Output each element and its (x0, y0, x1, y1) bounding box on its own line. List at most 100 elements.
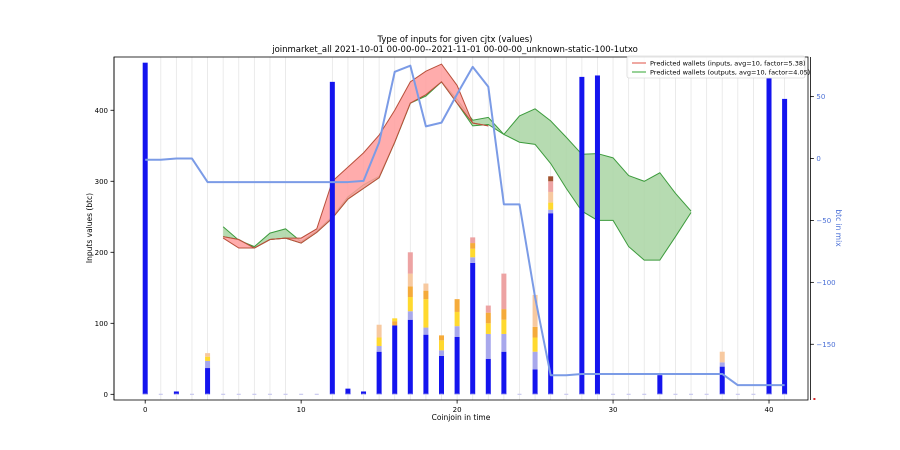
bar-19-seg-1 (439, 350, 445, 356)
baseline-marker-18 (423, 393, 428, 395)
bar-20-seg-2 (454, 311, 460, 327)
bar-17-seg-1 (407, 311, 413, 320)
baseline-marker-12 (330, 393, 335, 395)
bar-23-seg-1 (501, 333, 507, 352)
baseline-marker-19 (439, 393, 444, 395)
x-tick-label-0: 0 (143, 406, 147, 414)
y-tick-label-100: 100 (95, 320, 108, 328)
y-axis-label: Inputs values (btc) (85, 193, 94, 263)
baseline-marker-36 (704, 393, 709, 395)
baseline-marker-26 (548, 393, 553, 395)
legend-label-outputs: Predicted wallets (outputs, avg=10, fact… (650, 69, 810, 77)
bar-23-seg-2 (501, 319, 507, 334)
baseline-marker-14 (361, 393, 366, 395)
bar-21-seg-2 (470, 248, 476, 258)
baseline-marker-29 (595, 393, 600, 395)
x-axis-label: Coinjoin in time (432, 413, 491, 422)
inputs-band-lower-line (222, 81, 489, 249)
bar-25-seg-0 (532, 369, 538, 395)
bar-17-seg-4 (407, 273, 413, 287)
bar-26-seg-5 (548, 176, 554, 182)
bar-21-seg-4 (470, 237, 476, 244)
bar-37-seg-0 (719, 366, 725, 395)
bar-33-seg-0 (657, 375, 663, 395)
x-tick-label-10: 10 (297, 406, 306, 414)
bar-18-seg-4 (423, 283, 429, 291)
x-tick-label-20: 20 (453, 406, 462, 414)
bar-17-seg-5 (407, 252, 413, 274)
bar-21-seg-3 (470, 243, 476, 249)
baseline-marker-21 (470, 393, 475, 395)
bar-17-seg-0 (407, 319, 413, 395)
bar-22-seg-3 (485, 312, 491, 324)
baseline-marker-35 (689, 393, 694, 395)
y-axis-left: 0 100 200 300 400 (95, 107, 114, 399)
bar-40-seg-0 (766, 78, 772, 395)
bar-28-seg-0 (579, 76, 585, 395)
baseline-marker-39 (751, 393, 756, 395)
bar-37-seg-2 (719, 351, 725, 363)
bar-19-seg-2 (439, 340, 445, 351)
y2-bottom-marker (813, 398, 816, 400)
legend-box (626, 55, 806, 79)
baseline-marker-20 (455, 393, 460, 395)
baseline-marker-23 (501, 393, 506, 395)
bar-20-seg-0 (454, 336, 460, 395)
bar-23-seg-0 (501, 351, 507, 395)
y2-tick-label-0: 0 (816, 155, 820, 163)
baseline-marker-16 (392, 393, 397, 395)
bar-4-seg-3 (205, 353, 211, 357)
bar-17-seg-2 (407, 297, 413, 312)
bar-16-seg-0 (392, 325, 398, 395)
bar-18-seg-3 (423, 290, 429, 300)
bar-20-seg-3 (454, 299, 460, 312)
legend-label-inputs: Predicted wallets (inputs, avg=10, facto… (650, 60, 806, 68)
baseline-marker-32 (642, 393, 647, 395)
baseline-marker-34 (673, 393, 678, 395)
baseline-marker-10 (299, 393, 304, 395)
baseline-marker-2 (174, 393, 179, 395)
baseline-marker-9 (283, 393, 288, 395)
y-tick-label-200: 200 (95, 249, 108, 257)
baseline-marker-13 (345, 393, 350, 395)
bar-18-seg-2 (423, 299, 429, 328)
bar-19-seg-0 (439, 355, 445, 395)
y-tick-label-0: 0 (104, 391, 108, 399)
bar-21-seg-1 (470, 257, 476, 263)
bar-19-seg-3 (439, 335, 445, 341)
baseline-marker-0 (143, 393, 148, 395)
bar-37-seg-1 (719, 362, 725, 367)
bar-4-seg-0 (205, 368, 211, 395)
y2-axis-label: btc in mix (834, 209, 843, 247)
bar-0-seg-0 (142, 62, 148, 395)
baseline-marker-24 (517, 393, 522, 395)
y2-tick-label--100: −100 (816, 279, 835, 287)
baseline-marker-28 (579, 393, 584, 395)
bar-12-seg-0 (329, 81, 335, 395)
bar-41-seg-0 (782, 98, 788, 395)
y-tick-label-300: 300 (95, 178, 108, 186)
chart-title: Type of inputs for given cjtx (values) (377, 35, 533, 45)
bar-17-seg-3 (407, 286, 413, 298)
bar-14-seg-0 (361, 391, 367, 395)
y-tick-label-400: 400 (95, 107, 108, 115)
bar-25-seg-4 (532, 294, 538, 327)
baseline-marker-33 (657, 393, 662, 395)
bar-15-seg-3 (376, 324, 382, 338)
bar-16-seg-1 (392, 321, 398, 326)
baseline-marker-41 (782, 393, 787, 395)
baseline-marker-22 (486, 393, 491, 395)
bar-21-seg-0 (470, 262, 476, 395)
bar-18-seg-0 (423, 334, 429, 395)
y2-tick-label--50: −50 (816, 217, 831, 225)
baseline-marker-27 (564, 393, 569, 395)
bar-26-seg-0 (548, 213, 554, 395)
bar-29-seg-0 (594, 75, 600, 395)
baseline-marker-38 (735, 393, 740, 395)
btc-in-mix-path (145, 64, 785, 387)
bar-22-seg-1 (485, 333, 491, 359)
bar-2-seg-0 (173, 391, 179, 395)
baseline-marker-8 (267, 393, 272, 395)
bar-26-seg-1 (548, 209, 554, 214)
bar-18-seg-1 (423, 327, 429, 335)
